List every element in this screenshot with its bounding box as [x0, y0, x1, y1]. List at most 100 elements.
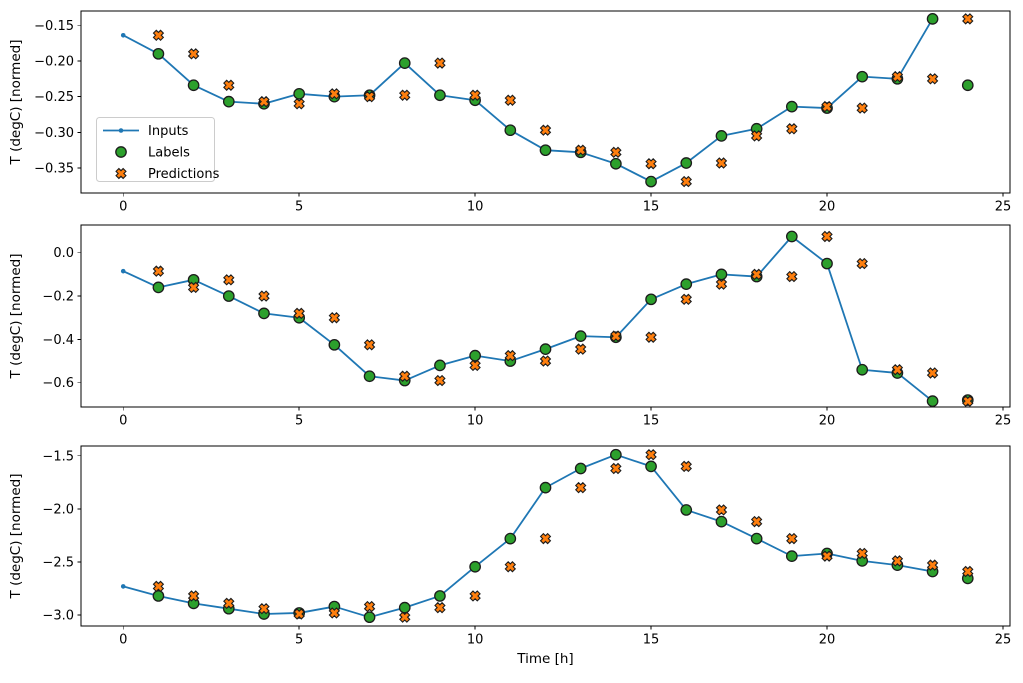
legend-labels-label: Labels [148, 146, 190, 161]
prediction-point [856, 102, 868, 114]
prediction-point [152, 29, 165, 41]
input-point [120, 584, 126, 589]
legend: Inputs Labels Predictions [96, 117, 220, 182]
label-point [293, 87, 306, 100]
label-point [539, 144, 552, 157]
x-tick-label: 15 [643, 633, 660, 648]
prediction-point [539, 355, 552, 367]
legend-inputs-label: Inputs [148, 124, 189, 139]
label-point [398, 601, 411, 614]
prediction-point [258, 95, 270, 108]
x-tick-label: 25 [995, 414, 1012, 429]
label-point [715, 130, 728, 142]
label-point [610, 448, 622, 461]
x-tick-label: 10 [467, 633, 484, 648]
prediction-point [926, 559, 939, 571]
prediction-point [610, 462, 622, 475]
y-tick-label: −0.25 [34, 90, 74, 105]
label-point [434, 89, 446, 102]
prediction-point [715, 504, 728, 516]
label-point [645, 293, 657, 306]
prediction-point [293, 98, 305, 110]
legend-item-predictions: Predictions [115, 167, 220, 182]
prediction-point [926, 367, 939, 379]
prediction-point [645, 331, 657, 343]
label-point [785, 100, 798, 113]
x-tick-label: 5 [295, 200, 303, 215]
y-tick-label: −2.5 [42, 555, 74, 570]
legend-inputs-dot-icon [118, 128, 124, 133]
prediction-point [504, 94, 517, 106]
label-point [680, 504, 693, 516]
label-point [610, 157, 622, 170]
legend-item-labels: Labels [115, 146, 190, 161]
prediction-point [750, 130, 763, 142]
label-point [222, 290, 235, 302]
y-tick-label: 0.0 [53, 246, 74, 261]
prediction-point [469, 359, 481, 372]
prediction-point [574, 481, 587, 494]
plot-frame [80, 224, 1011, 408]
label-point [434, 590, 446, 602]
label-point [152, 281, 165, 294]
subplot-1: 0 5 10 15 20 25 −0.15 −0.20 −0.25 −0.30 −0.35 T (de… [8, 10, 1011, 215]
label-point [504, 532, 517, 545]
plot-frame [80, 10, 1011, 194]
label-point [187, 79, 200, 92]
prediction-point [434, 601, 446, 614]
y-tick-label: −0.4 [42, 333, 74, 348]
y-axis-label: T (degC) [normed] [8, 254, 24, 380]
label-point [856, 363, 869, 376]
predictions-points [152, 448, 974, 623]
label-point [680, 278, 693, 290]
prediction-point [680, 175, 692, 188]
y-tick-label: −0.30 [34, 126, 74, 141]
label-point [363, 611, 376, 624]
prediction-point [363, 600, 376, 613]
x-tick-label: 0 [119, 414, 127, 429]
prediction-point [539, 532, 552, 545]
legend-predictions-label: Predictions [148, 167, 220, 182]
y-axis: 0.0 −0.2 −0.4 −0.6 [42, 246, 81, 391]
y-axis-label: T (degC) [normed] [8, 40, 24, 166]
label-point [715, 515, 728, 528]
prediction-point [891, 70, 904, 83]
label-point [715, 268, 728, 281]
subplot-3: 0 5 10 15 20 25 −1.5 −2.0 −2.5 −3.0 T (degC) [norm… [8, 445, 1012, 667]
x-tick-label: 25 [995, 200, 1012, 215]
prediction-point [258, 602, 270, 615]
label-point [856, 70, 869, 83]
label-point [398, 57, 411, 69]
prediction-point [504, 349, 517, 362]
label-point [152, 47, 165, 60]
prediction-point [962, 565, 974, 578]
x-tick-label: 20 [819, 414, 836, 429]
x-axis: 0 5 10 15 20 25 [119, 193, 1011, 215]
prediction-point [962, 395, 974, 407]
x-tick-label: 25 [995, 633, 1012, 648]
prediction-point [434, 374, 446, 387]
prediction-point [152, 265, 165, 277]
label-point [363, 370, 376, 383]
label-point [926, 13, 939, 25]
prediction-point [469, 89, 481, 101]
prediction-point [610, 330, 622, 342]
label-point [574, 462, 587, 475]
x-tick-label: 0 [119, 200, 127, 215]
x-tick-label: 5 [295, 633, 303, 648]
prediction-point [856, 257, 868, 270]
prediction-point [891, 364, 904, 376]
legend-predictions-x-icon [115, 167, 127, 180]
label-point [258, 307, 270, 320]
label-point [750, 532, 763, 545]
label-point [539, 481, 552, 494]
y-axis-label: T (degC) [normed] [8, 474, 24, 600]
prediction-point [293, 307, 305, 320]
prediction-point [223, 597, 235, 610]
prediction-point [821, 550, 833, 562]
x-tick-label: 15 [643, 414, 660, 429]
x-axis-label: Time [h] [516, 651, 573, 667]
prediction-point [223, 79, 235, 91]
input-point [120, 32, 126, 38]
prediction-point [328, 607, 341, 619]
